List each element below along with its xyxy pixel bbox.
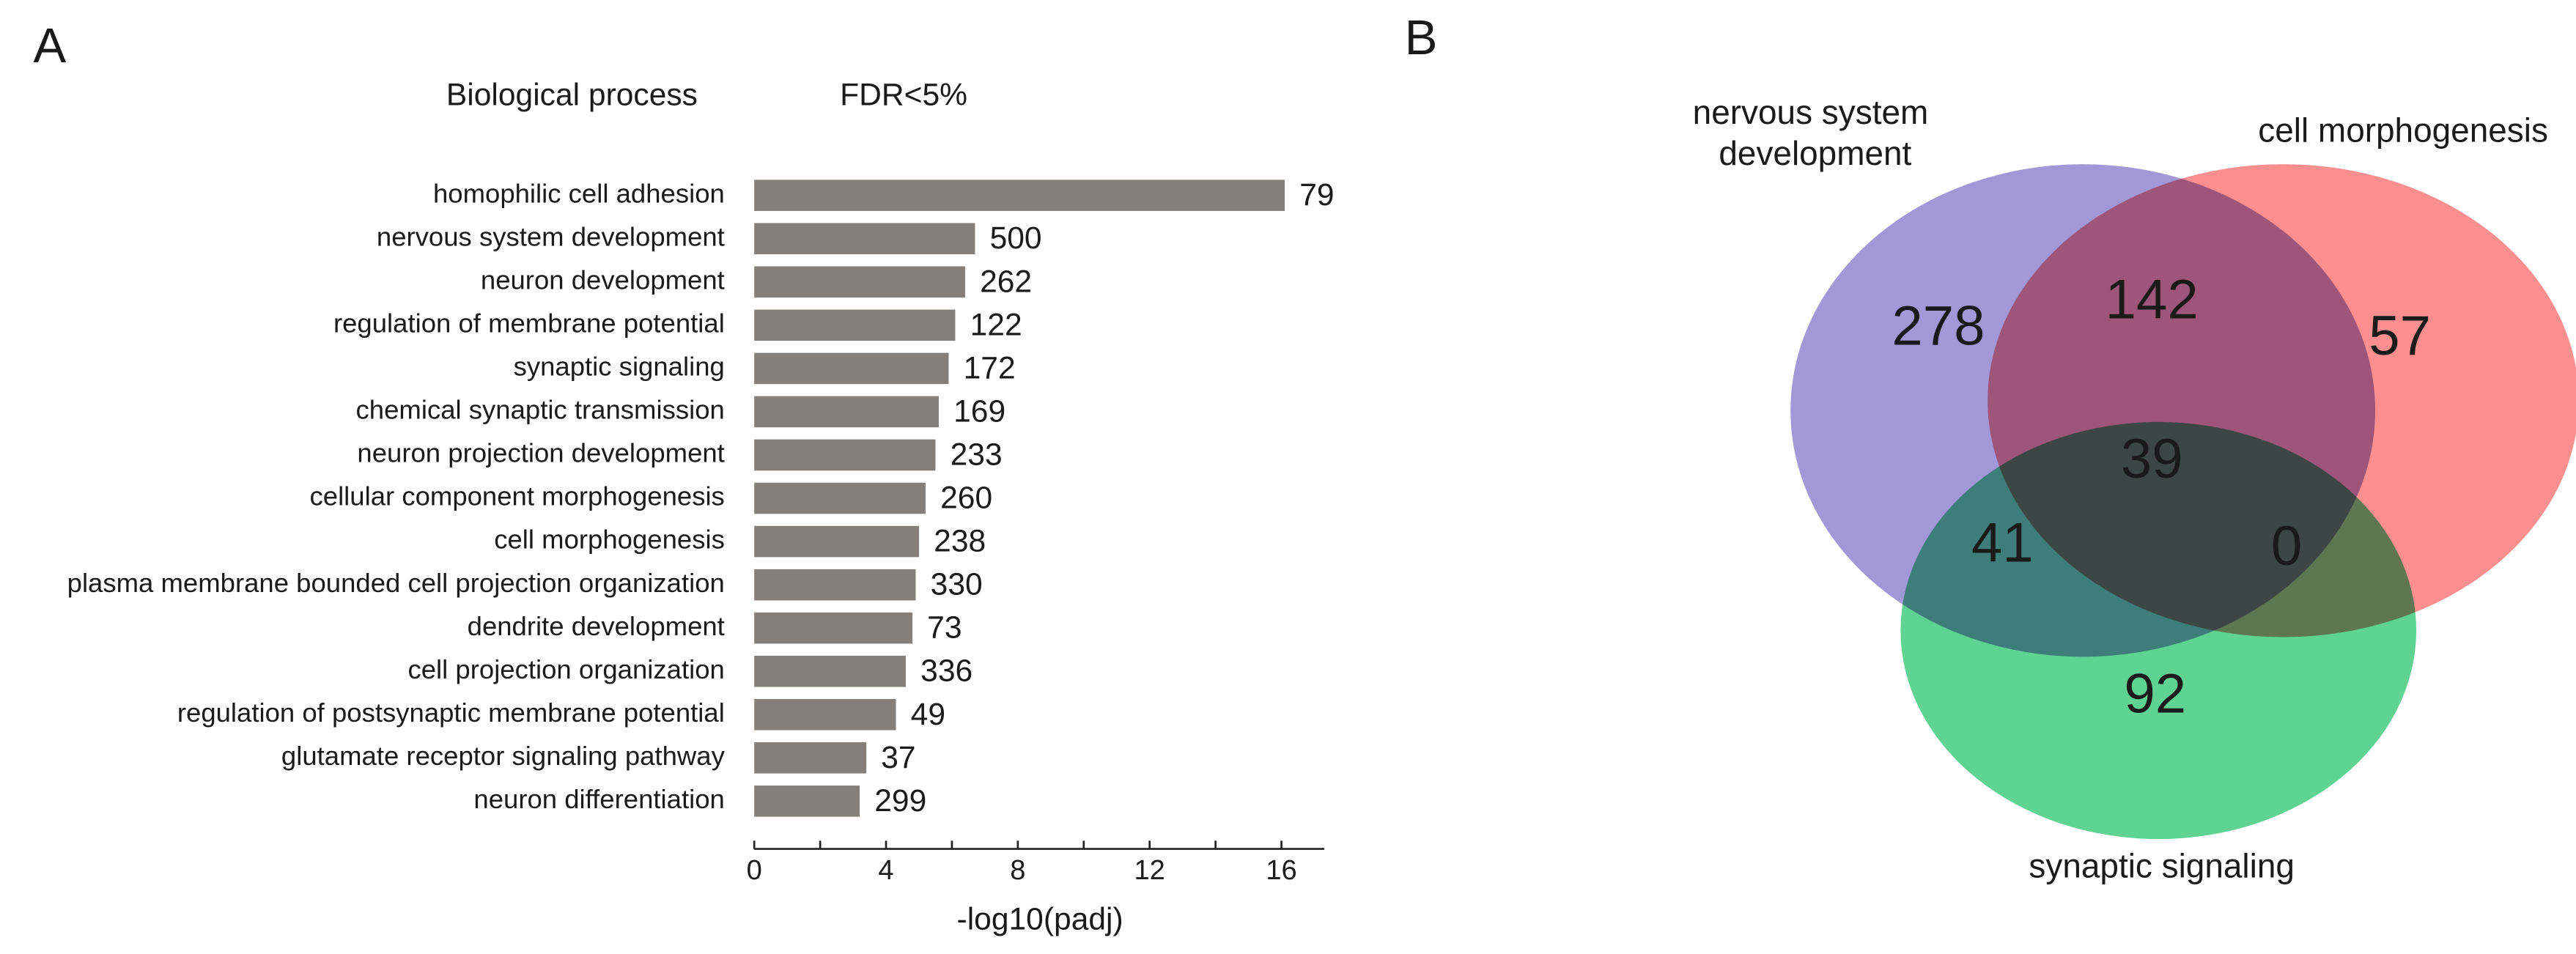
y-tick-label: glutamate receptor signaling pathway <box>281 741 726 771</box>
count-label: 262 <box>980 264 1032 299</box>
y-tick-label: homophilic cell adhesion <box>433 178 725 208</box>
column-header: FDR<5% <box>840 77 967 112</box>
set-label: cell morphogenesis <box>2258 111 2548 149</box>
bar <box>754 396 939 428</box>
region-count: 41 <box>1971 511 2034 574</box>
y-tick-label: dendrite development <box>468 611 725 641</box>
region-count: 278 <box>1892 295 1985 358</box>
bar <box>754 439 936 471</box>
count-label: 233 <box>951 437 1003 472</box>
y-tick-label: regulation of membrane potential <box>333 308 725 338</box>
bar <box>754 223 975 255</box>
y-tick-label: cellular component morphogenesis <box>310 481 725 511</box>
bar <box>754 180 1285 211</box>
y-tick-label: neuron development <box>481 265 725 295</box>
y-tick-label: regulation of postsynaptic membrane pote… <box>177 698 725 728</box>
count-label: 172 <box>964 350 1016 385</box>
y-tick-label: cell projection organization <box>407 654 724 684</box>
set-label: synaptic signaling <box>2029 847 2295 885</box>
count-label: 79 <box>1299 177 1334 212</box>
count-label: 260 <box>940 481 992 516</box>
bar <box>754 525 919 558</box>
count-label: 122 <box>970 307 1022 342</box>
x-tick-label: 8 <box>1010 855 1025 886</box>
count-label: 37 <box>881 740 915 775</box>
region-count: 92 <box>2124 663 2186 725</box>
bar <box>754 309 956 341</box>
bar-chart: 0 4 8 12 16 79 500 262 122 172 169 233 260 238 330 73 33… <box>747 177 1335 886</box>
count-label: 330 <box>931 567 983 602</box>
bar <box>754 482 926 514</box>
region-count: 39 <box>2121 428 2183 490</box>
count-label: 299 <box>874 783 926 818</box>
category-labels: homophilic cell adhesion nervous system d… <box>67 178 726 814</box>
y-tick-label: synaptic signaling <box>514 352 725 382</box>
x-axis-title: -log10(padj) <box>957 901 1123 936</box>
y-tick-label: plasma membrane bounded cell projection … <box>67 568 725 598</box>
column-header: Biological process <box>446 77 698 112</box>
region-count: 0 <box>2271 515 2302 577</box>
y-tick-label: nervous system development <box>377 221 725 251</box>
region-count: 142 <box>2106 269 2199 331</box>
panel-letter: B <box>1405 10 1438 65</box>
count-label: 73 <box>927 610 962 646</box>
bar <box>754 742 867 774</box>
x-tick-label: 4 <box>878 855 893 886</box>
x-tick-label: 0 <box>747 855 762 886</box>
y-tick-label: cell morphogenesis <box>494 525 725 555</box>
set-circle <box>1900 421 2417 840</box>
venn-diagram: nervous system development cell morphogen… <box>1693 93 2576 885</box>
y-tick-label: chemical synaptic transmission <box>356 395 725 425</box>
bar <box>754 266 965 298</box>
bar <box>754 569 916 601</box>
region-count: 57 <box>2369 305 2431 367</box>
bar <box>754 655 906 687</box>
x-tick-label: 16 <box>1266 855 1296 886</box>
y-tick-label: neuron projection development <box>357 438 724 468</box>
count-label: 500 <box>990 221 1042 256</box>
count-label: 169 <box>953 393 1005 429</box>
count-label: 238 <box>934 524 986 559</box>
count-label: 336 <box>920 654 973 689</box>
x-tick-label: 12 <box>1134 855 1165 886</box>
set-label: nervous system development <box>1693 93 1938 172</box>
count-label: 49 <box>911 697 945 732</box>
bar <box>754 612 912 644</box>
bar <box>754 785 860 817</box>
bar <box>754 352 949 385</box>
panel-letter: A <box>33 18 66 73</box>
y-tick-label: neuron differentiation <box>473 784 724 814</box>
bar <box>754 698 896 731</box>
